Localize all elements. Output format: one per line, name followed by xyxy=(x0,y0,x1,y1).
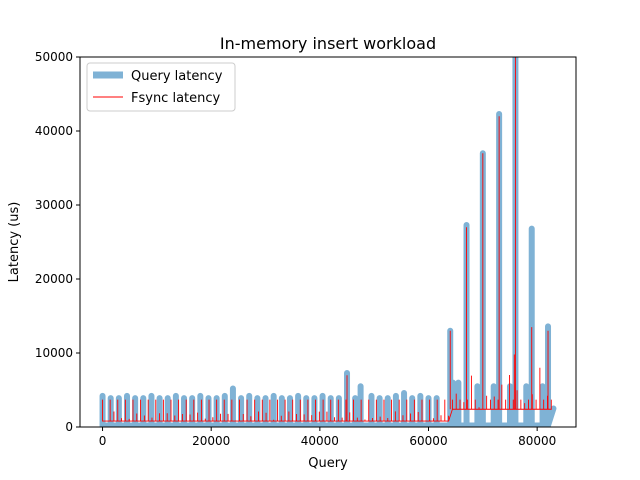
y-axis-label: Latency (us) xyxy=(7,202,22,283)
x-tick-label: 0 xyxy=(99,434,107,448)
y-tick-label: 10000 xyxy=(35,346,73,360)
chart-title: In-memory insert workload xyxy=(220,34,436,53)
x-axis-label: Query xyxy=(308,456,348,471)
y-tick-label: 20000 xyxy=(35,272,73,286)
y-tick-label: 40000 xyxy=(35,124,73,138)
plot-area xyxy=(99,57,557,427)
series-line-fsync-latency xyxy=(102,57,552,422)
x-axis: 0 20000 40000 60000 80000 xyxy=(99,427,556,448)
legend: Query latency Fsync latency xyxy=(86,62,236,112)
legend-label-fsync-latency: Fsync latency xyxy=(131,91,221,106)
legend-frame xyxy=(86,62,236,112)
y-tick-label: 30000 xyxy=(35,198,73,212)
y-tick-label: 50000 xyxy=(35,50,73,64)
y-axis: 0 10000 20000 30000 40000 50000 xyxy=(35,50,80,434)
x-tick-label: 80000 xyxy=(518,434,556,448)
plot-frame xyxy=(79,56,577,428)
x-tick-label: 40000 xyxy=(301,434,339,448)
y-tick-label: 0 xyxy=(65,420,73,434)
series-line-query-latency xyxy=(99,57,557,427)
x-tick-label: 20000 xyxy=(192,434,230,448)
x-tick-label: 60000 xyxy=(409,434,447,448)
legend-label-query-latency: Query latency xyxy=(131,69,223,84)
